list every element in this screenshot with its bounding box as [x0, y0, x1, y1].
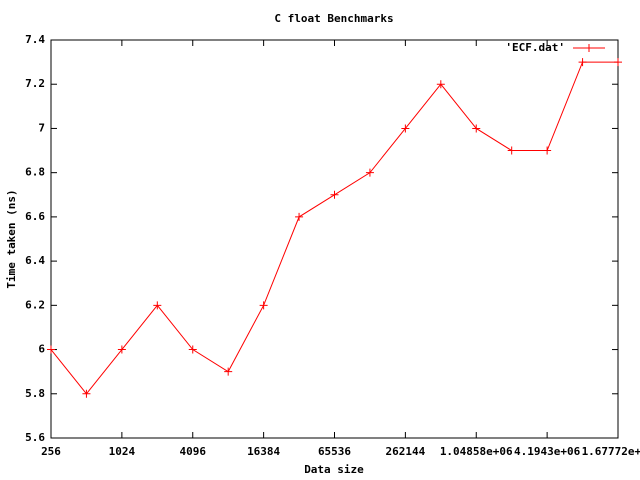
chart-title: C float Benchmarks — [274, 12, 393, 25]
point-marker — [507, 146, 516, 155]
y-tick-label: 6.6 — [25, 210, 45, 223]
point-marker — [614, 58, 622, 67]
point-marker — [153, 301, 162, 310]
y-tick-label: 7 — [38, 121, 45, 134]
y-tick-label: 7.4 — [25, 33, 45, 46]
point-marker — [472, 124, 481, 133]
point-marker — [365, 168, 374, 177]
x-axis-label: Data size — [304, 463, 364, 476]
y-tick-label: 6.4 — [25, 254, 45, 267]
point-marker — [117, 345, 126, 354]
x-tick-label: 16384 — [247, 445, 280, 458]
point-marker — [224, 367, 233, 376]
point-marker — [188, 345, 197, 354]
point-marker — [401, 124, 410, 133]
y-axis-label: Time taken (ns) — [5, 189, 18, 288]
x-tick-label: 256 — [41, 445, 61, 458]
point-marker — [543, 146, 552, 155]
y-tick-label: 6.2 — [25, 298, 45, 311]
point-marker — [259, 301, 268, 310]
x-tick-label: 4096 — [180, 445, 207, 458]
x-tick-label: 1.04858e+06 — [440, 445, 513, 458]
point-marker — [578, 58, 587, 67]
point-marker — [330, 190, 339, 199]
x-tick-label: 4.1943e+06 — [514, 445, 581, 458]
legend-label: 'ECF.dat' — [505, 41, 565, 54]
y-tick-label: 6.8 — [25, 166, 45, 179]
point-marker — [436, 80, 445, 89]
y-tick-label: 5.6 — [25, 431, 45, 444]
y-tick-label: 6 — [38, 343, 45, 356]
x-tick-label: 65536 — [318, 445, 351, 458]
y-tick-label: 7.2 — [25, 77, 45, 90]
point-marker — [47, 345, 55, 354]
point-marker — [295, 212, 304, 221]
legend-marker — [585, 44, 593, 52]
point-marker — [82, 389, 91, 398]
x-tick-label: 1.67772e+07 — [582, 445, 640, 458]
x-tick-label: 1024 — [109, 445, 136, 458]
y-tick-label: 5.8 — [25, 387, 45, 400]
x-tick-label: 262144 — [386, 445, 426, 458]
